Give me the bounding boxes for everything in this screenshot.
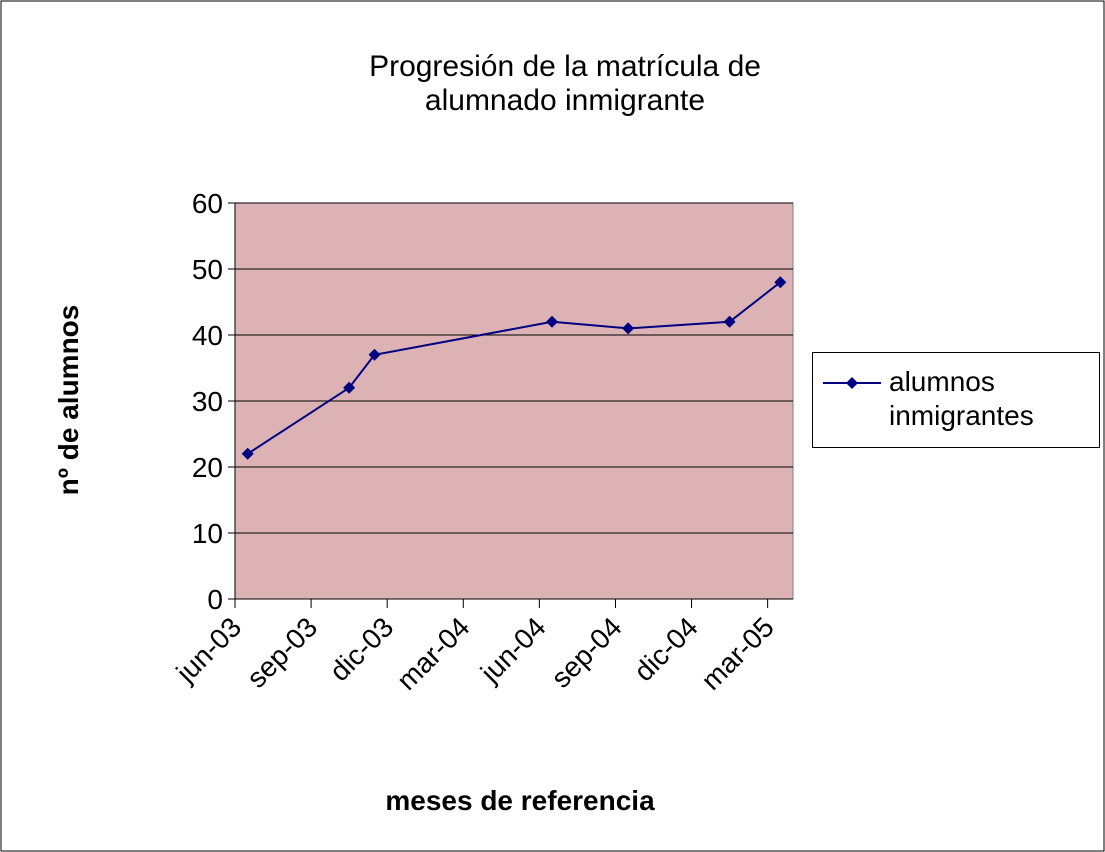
y-tick-label: 0 [207, 584, 223, 615]
y-axis-title: nº de alumnos [53, 305, 84, 496]
marker [368, 348, 381, 361]
title-box: Progresión de la matrícula de alumnado i… [369, 50, 761, 117]
y-tick-label: 50 [192, 254, 223, 285]
x-axis-title: meses de referencia [385, 785, 655, 816]
legend-marker [846, 377, 858, 389]
marker [622, 322, 635, 335]
y-tick-label: 40 [192, 320, 223, 351]
y-tick-label: 10 [192, 518, 223, 549]
legend-swatch [823, 377, 881, 389]
marker [723, 315, 736, 328]
chart-title: Progresión de la matrícula de alumnado i… [369, 50, 761, 117]
legend-label: alumnos inmigrantes [889, 366, 1034, 431]
y-tick-label: 60 [192, 188, 223, 219]
legend: alumnos inmigrantes [812, 352, 1100, 448]
marker [343, 381, 356, 394]
marker [774, 276, 787, 289]
marker [546, 315, 559, 328]
y-tick-label: 20 [192, 452, 223, 483]
marker [241, 447, 254, 460]
y-tick-label: 30 [192, 386, 223, 417]
